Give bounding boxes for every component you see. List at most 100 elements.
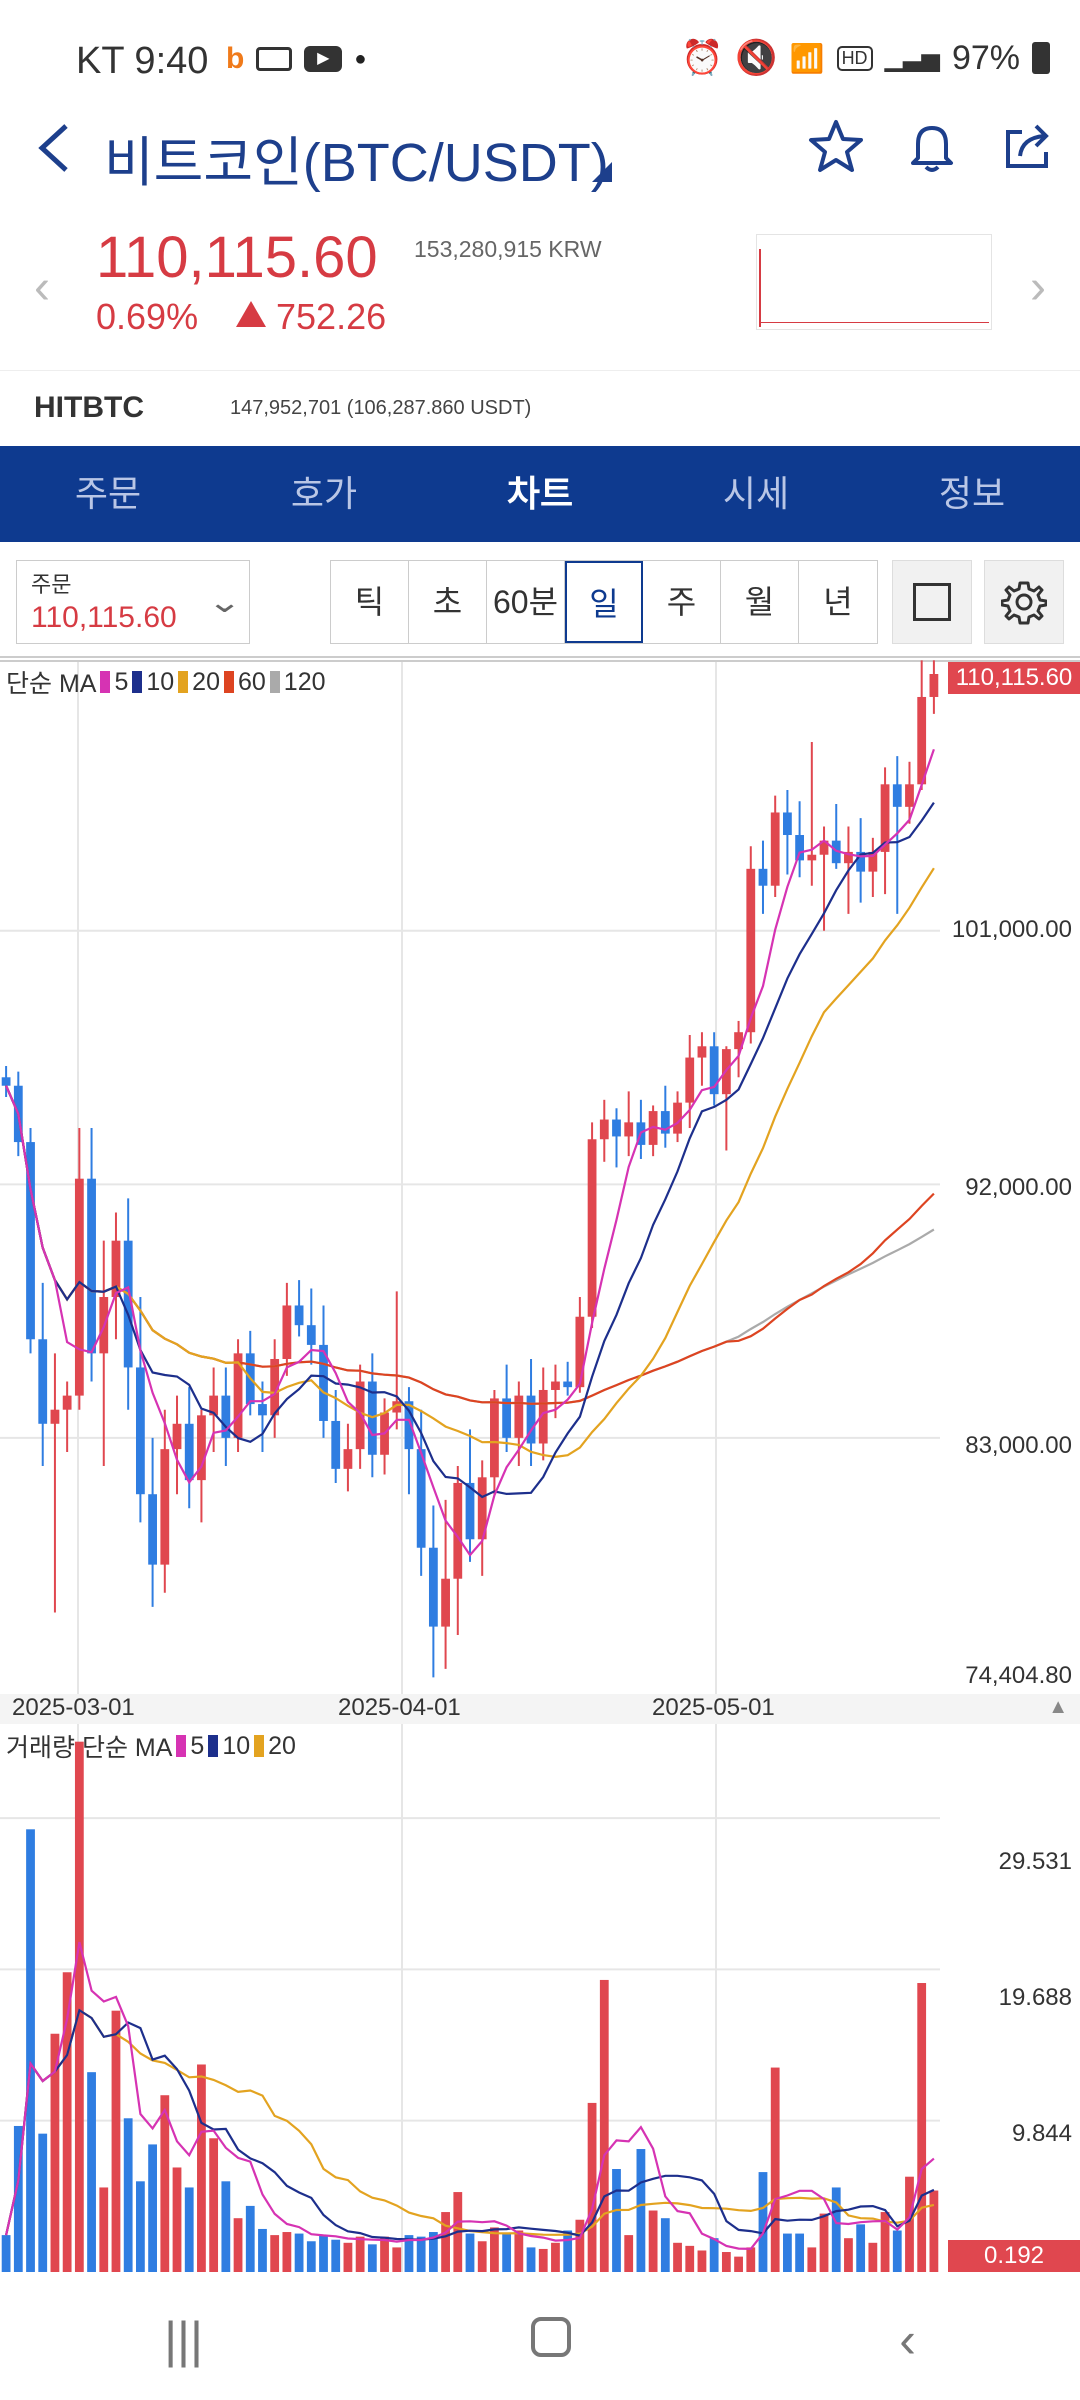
- drawing-tool-button[interactable]: [892, 560, 972, 644]
- candle-body: [111, 1240, 121, 1298]
- change-amount-value: 752.26: [276, 296, 387, 337]
- volume-bar: [563, 2230, 573, 2272]
- price-ma-legend: 단순 MA 5 10 20 60 120: [6, 664, 326, 700]
- volume-legend-label: 거래량 단순 MA: [6, 1734, 173, 1762]
- tab-quotes[interactable]: 시세: [722, 473, 790, 514]
- candle-body: [160, 1449, 170, 1565]
- candle-body: [697, 1046, 707, 1058]
- page-title[interactable]: 비트코인(BTC/USDT): [104, 133, 609, 193]
- candle-body: [502, 1398, 512, 1438]
- candle-body: [453, 1482, 463, 1579]
- chevron-down-icon: ⌄: [206, 586, 243, 619]
- tab-info[interactable]: 정보: [938, 473, 1006, 514]
- price-summary: ‹ 110,115.60 153,280,915 KRW 0.69% 752.2…: [0, 210, 1080, 370]
- candle-body: [783, 812, 792, 836]
- candle-body: [135, 1367, 145, 1495]
- period-day[interactable]: 일: [565, 561, 643, 643]
- star-icon[interactable]: [808, 118, 864, 179]
- change-amount: 752.26: [236, 296, 386, 338]
- share-icon[interactable]: [1000, 118, 1056, 179]
- recent-apps-icon[interactable]: |||: [164, 2312, 204, 2368]
- app-header: 비트코인(BTC/USDT): [0, 100, 1080, 210]
- volume-chart[interactable]: [0, 1724, 1080, 2272]
- candle-body: [734, 1032, 743, 1050]
- period-year[interactable]: 년: [823, 584, 853, 620]
- volume-bar: [270, 2235, 280, 2272]
- ma10-line: [5, 801, 935, 1499]
- battery-icon: [1032, 42, 1050, 74]
- period-tick[interactable]: 틱: [331, 561, 409, 643]
- y-tick-label: 92,000.00: [965, 1174, 1072, 1201]
- candle-body: [62, 1395, 72, 1410]
- volume-tick-label: 9.844: [1011, 2120, 1072, 2147]
- price-chart[interactable]: [0, 660, 1080, 1694]
- period-month[interactable]: 월: [721, 561, 799, 643]
- volume-tick-label: 19.688: [998, 1984, 1072, 2011]
- price-legend-label: 단순 MA: [6, 670, 97, 698]
- candle-body: [819, 840, 829, 855]
- krw-price: 153,280,915 KRW: [414, 236, 602, 262]
- tab-orderbook[interactable]: 호가: [290, 473, 358, 514]
- volume-bar: [929, 2190, 939, 2272]
- volume-bar: [660, 2218, 670, 2272]
- candle-body: [197, 1415, 206, 1481]
- vol-ma5-line: [5, 1941, 935, 2251]
- order-select[interactable]: 주문 110,115.60 ⌄: [16, 560, 250, 644]
- candle-body: [905, 784, 914, 807]
- hd-icon: HD: [836, 45, 873, 71]
- up-triangle-icon: [236, 301, 266, 327]
- candle-body: [343, 1449, 353, 1469]
- voicemail-icon: [256, 47, 293, 71]
- vol-ma10-line: [5, 2008, 935, 2241]
- period-second[interactable]: 초: [409, 561, 487, 643]
- candle-body: [758, 868, 768, 886]
- volume-ma-legend: 거래량 단순 MA 5 10 20: [6, 1728, 296, 1764]
- candle-body: [856, 851, 866, 872]
- period-60min[interactable]: 60분: [487, 561, 565, 643]
- volume-bar: [783, 2233, 792, 2272]
- candle-body: [868, 851, 878, 872]
- tab-chart[interactable]: 차트: [506, 473, 574, 514]
- chart-toolbar: 주문 110,115.60 ⌄ 틱 초 60분 일 주 월 년: [0, 542, 1080, 658]
- more-dot-icon: ●: [354, 47, 367, 70]
- candle-body: [514, 1395, 524, 1438]
- volume-bar: [245, 2205, 255, 2272]
- mute-icon: 🔇: [735, 39, 778, 77]
- home-icon[interactable]: [531, 2311, 572, 2369]
- tab-order[interactable]: 주문: [74, 473, 142, 514]
- candle-body: [74, 1178, 84, 1396]
- volume-bar: [526, 2247, 536, 2272]
- candle-body: [892, 784, 902, 807]
- candle-body: [880, 784, 890, 852]
- prev-coin-icon[interactable]: ‹: [34, 261, 50, 314]
- candle-body: [917, 696, 927, 785]
- signal-icon: ▁▃▅: [884, 44, 940, 72]
- next-coin-icon[interactable]: ›: [1030, 261, 1046, 314]
- candle-body: [795, 835, 805, 861]
- candle-body: [587, 1139, 597, 1317]
- candle-body: [538, 1389, 548, 1444]
- y-tick-label: 74,404.80: [965, 1662, 1072, 1689]
- title-dropdown-icon[interactable]: [592, 162, 612, 182]
- volume-bar: [636, 2149, 646, 2272]
- period-week[interactable]: 주: [643, 561, 721, 643]
- volume-bar: [514, 2230, 524, 2272]
- volume-bar: [282, 2232, 292, 2272]
- status-bar: KT 9:40 b ▶ ● ⏰ 🔇 📶 HD ▁▃▅ 97%: [0, 0, 1080, 100]
- candle-body: [770, 812, 780, 886]
- volume-bar: [770, 2067, 780, 2272]
- candle-body: [1, 1077, 11, 1086]
- volume-bar: [734, 2256, 743, 2272]
- chart-settings-button[interactable]: [984, 560, 1064, 644]
- back-nav-icon[interactable]: ‹: [899, 2312, 916, 2368]
- resize-handle-icon[interactable]: ▲: [1048, 1696, 1068, 1718]
- candle-body: [123, 1240, 133, 1368]
- volume-bar: [367, 2244, 377, 2272]
- bell-icon[interactable]: [904, 118, 960, 179]
- back-arrow-icon[interactable]: [30, 116, 78, 190]
- exchange-row: HITBTC 147,952,701 (106,287.860 USDT): [0, 370, 1080, 446]
- volume-bar: [831, 2187, 841, 2272]
- last-price: 110,115.60: [96, 225, 378, 290]
- y-tick-label: 101,000.00: [951, 916, 1072, 943]
- candle-body: [563, 1381, 573, 1388]
